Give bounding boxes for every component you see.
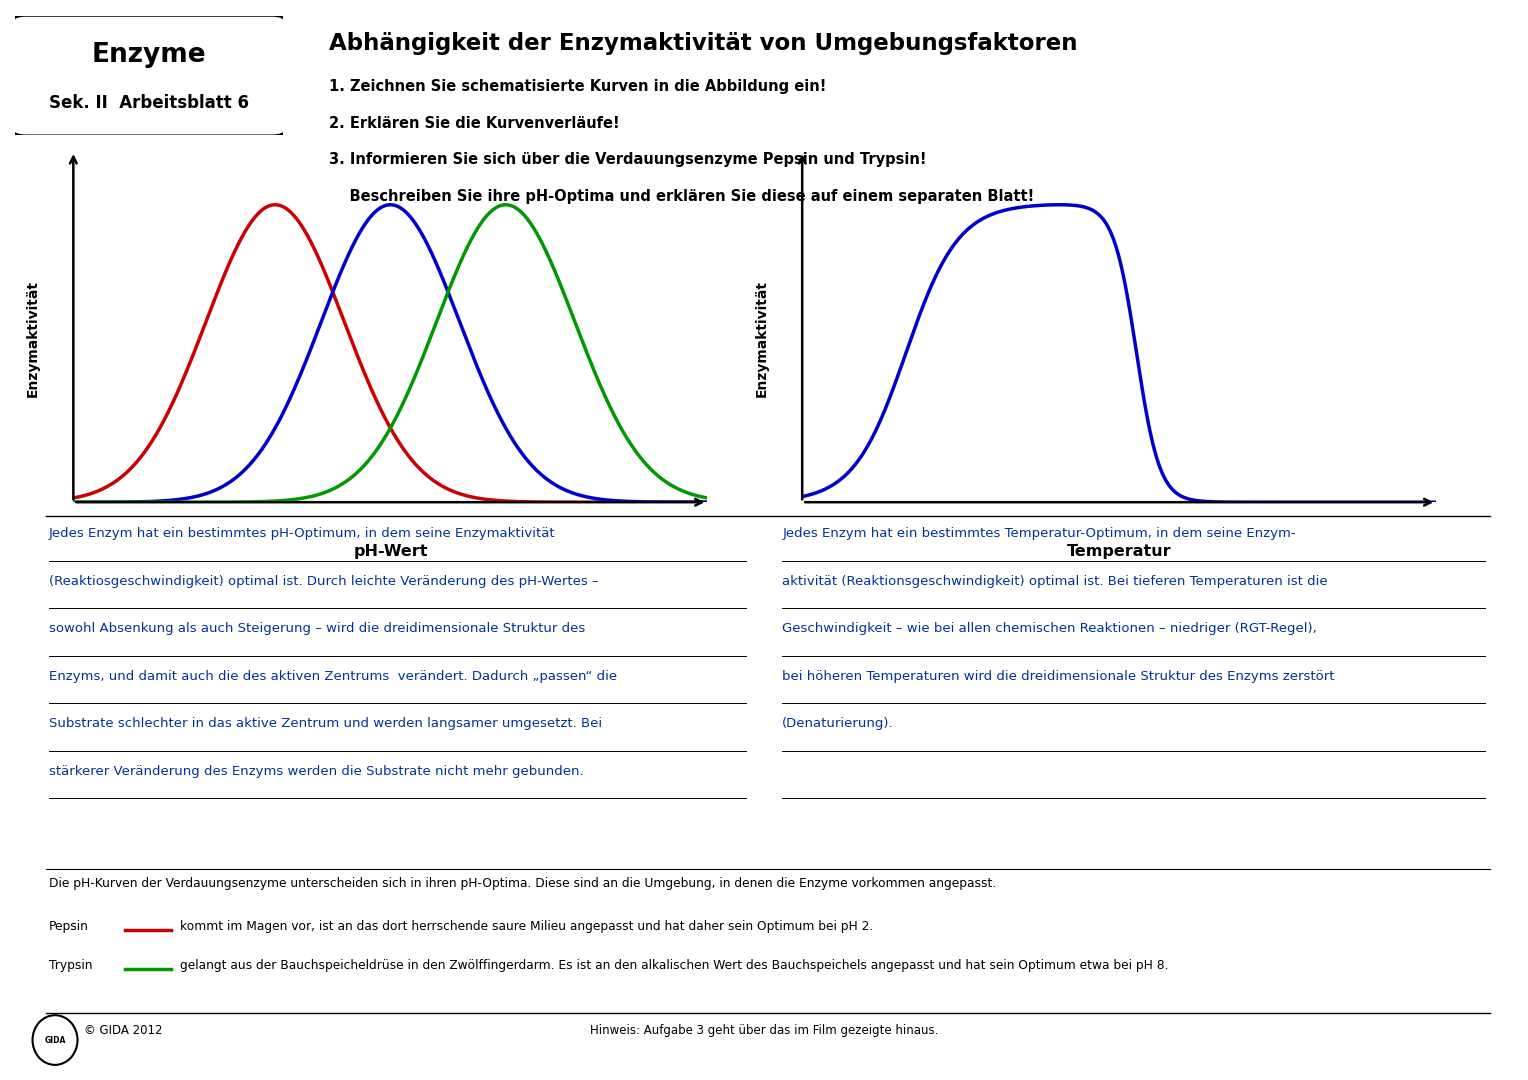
Text: Abhängigkeit der Enzymaktivität von Umgebungsfaktoren: Abhängigkeit der Enzymaktivität von Umge… [329, 32, 1077, 55]
Text: Trypsin: Trypsin [49, 959, 92, 972]
Text: Pepsin: Pepsin [49, 920, 89, 933]
FancyBboxPatch shape [12, 15, 286, 136]
Text: 2. Erklären Sie die Kurvenverläufe!: 2. Erklären Sie die Kurvenverläufe! [329, 116, 619, 131]
Text: Enzymaktivität: Enzymaktivität [26, 280, 40, 397]
Text: GIDA: GIDA [44, 1036, 66, 1044]
Text: kommt im Magen vor, ist an das dort herrschende saure Milieu angepasst und hat d: kommt im Magen vor, ist an das dort herr… [180, 920, 874, 933]
Text: © GIDA 2012: © GIDA 2012 [84, 1024, 162, 1037]
Text: Die pH-Kurven der Verdauungsenzyme unterscheiden sich in ihren pH-Optima. Diese : Die pH-Kurven der Verdauungsenzyme unter… [49, 877, 996, 890]
Text: Enzymaktivität: Enzymaktivität [755, 280, 769, 397]
Text: aktivität (Reaktionsgeschwindigkeit) optimal ist. Bei tieferen Temperaturen ist : aktivität (Reaktionsgeschwindigkeit) opt… [782, 575, 1328, 588]
Text: Substrate schlechter in das aktive Zentrum und werden langsamer umgesetzt. Bei: Substrate schlechter in das aktive Zentr… [49, 717, 602, 730]
Text: bei höheren Temperaturen wird die dreidimensionale Struktur des Enzyms zerstört: bei höheren Temperaturen wird die dreidi… [782, 670, 1335, 683]
Text: Geschwindigkeit – wie bei allen chemischen Reaktionen – niedriger (RGT-Regel),: Geschwindigkeit – wie bei allen chemisch… [782, 622, 1317, 635]
Text: Enzyme: Enzyme [92, 42, 206, 68]
Text: Sek. II  Arbeitsblatt 6: Sek. II Arbeitsblatt 6 [49, 94, 249, 112]
Text: Enzyms, und damit auch die des aktiven Zentrums  verändert. Dadurch „passen“ die: Enzyms, und damit auch die des aktiven Z… [49, 670, 617, 683]
Text: Hinweis: Aufgabe 3 geht über das im Film gezeigte hinaus.: Hinweis: Aufgabe 3 geht über das im Film… [590, 1024, 938, 1037]
Text: Jedes Enzym hat ein bestimmtes Temperatur-Optimum, in dem seine Enzym-: Jedes Enzym hat ein bestimmtes Temperatu… [782, 527, 1296, 540]
Text: Beschreiben Sie ihre pH-Optima und erklären Sie diese auf einem separaten Blatt!: Beschreiben Sie ihre pH-Optima und erklä… [329, 189, 1034, 204]
Text: pH-Wert: pH-Wert [353, 544, 428, 558]
Text: gelangt aus der Bauchspeicheldrüse in den Zwölffingerdarm. Es ist an den alkalis: gelangt aus der Bauchspeicheldrüse in de… [180, 959, 1169, 972]
Text: sowohl Absenkung als auch Steigerung – wird die dreidimensionale Struktur des: sowohl Absenkung als auch Steigerung – w… [49, 622, 585, 635]
Text: 3. Informieren Sie sich über die Verdauungsenzyme Pepsin und Trypsin!: 3. Informieren Sie sich über die Verdauu… [329, 152, 926, 167]
Text: (Reaktiosgeschwindigkeit) optimal ist. Durch leichte Veränderung des pH-Wertes –: (Reaktiosgeschwindigkeit) optimal ist. D… [49, 575, 599, 588]
Text: (Denaturierung).: (Denaturierung). [782, 717, 894, 730]
Text: Jedes Enzym hat ein bestimmtes pH-Optimum, in dem seine Enzymaktivität: Jedes Enzym hat ein bestimmtes pH-Optimu… [49, 527, 556, 540]
Text: 1. Zeichnen Sie schematisierte Kurven in die Abbildung ein!: 1. Zeichnen Sie schematisierte Kurven in… [329, 79, 827, 94]
Text: stärkerer Veränderung des Enzyms werden die Substrate nicht mehr gebunden.: stärkerer Veränderung des Enzyms werden … [49, 765, 584, 778]
Text: Temperatur: Temperatur [1067, 544, 1172, 558]
